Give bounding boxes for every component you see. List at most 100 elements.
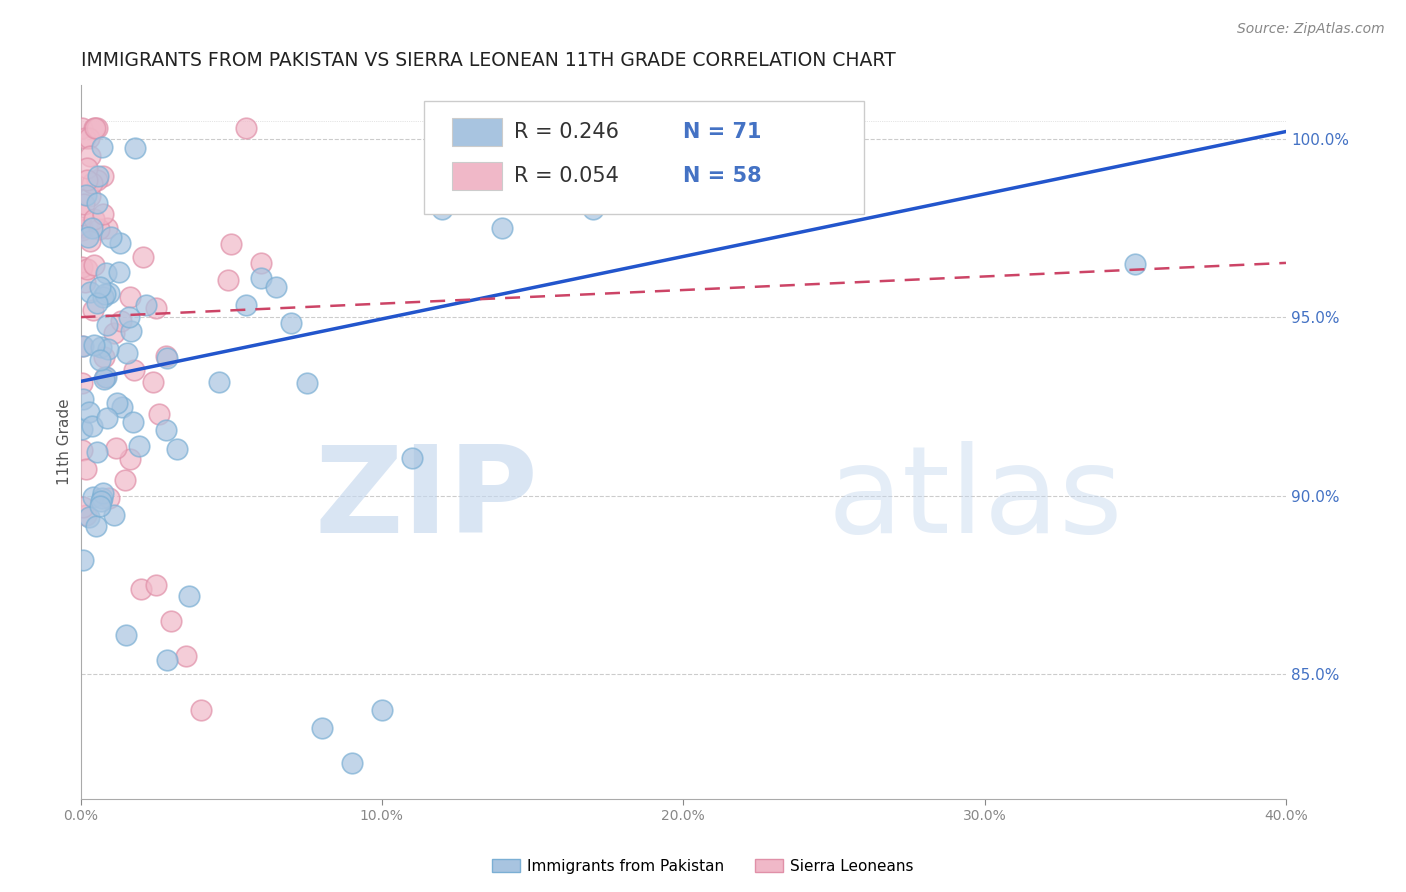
Point xyxy=(280,316,302,330)
Point xyxy=(110,313,132,327)
Point xyxy=(75,187,97,202)
Point xyxy=(89,499,111,513)
Point xyxy=(97,491,120,505)
Point xyxy=(105,396,128,410)
Text: IMMIGRANTS FROM PAKISTAN VS SIERRA LEONEAN 11TH GRADE CORRELATION CHART: IMMIGRANTS FROM PAKISTAN VS SIERRA LEONE… xyxy=(80,51,896,70)
Point xyxy=(94,266,117,280)
Y-axis label: 11th Grade: 11th Grade xyxy=(58,399,72,485)
FancyBboxPatch shape xyxy=(451,162,502,190)
Point xyxy=(114,473,136,487)
Point xyxy=(90,494,112,508)
Point xyxy=(148,407,170,421)
Point xyxy=(76,262,98,277)
Text: Source: ZipAtlas.com: Source: ZipAtlas.com xyxy=(1237,22,1385,37)
Point xyxy=(160,614,183,628)
FancyBboxPatch shape xyxy=(451,118,502,145)
Point xyxy=(73,197,96,211)
Text: R = 0.054: R = 0.054 xyxy=(515,166,620,186)
Point xyxy=(115,346,138,360)
Point xyxy=(1123,257,1146,271)
Point xyxy=(72,338,94,352)
Point xyxy=(401,451,423,466)
Point xyxy=(86,120,108,135)
Point xyxy=(83,120,105,135)
Point xyxy=(83,211,105,226)
Point xyxy=(89,280,111,294)
Point xyxy=(217,273,239,287)
Point xyxy=(83,258,105,272)
Point xyxy=(79,234,101,248)
Point xyxy=(491,221,513,235)
Point xyxy=(70,220,93,235)
Point xyxy=(105,442,128,456)
Point xyxy=(72,500,94,515)
Point xyxy=(103,326,125,340)
Point xyxy=(266,279,288,293)
Point xyxy=(430,202,453,217)
Text: R = 0.246: R = 0.246 xyxy=(515,121,620,142)
Point xyxy=(75,276,97,290)
Point xyxy=(79,285,101,299)
Point xyxy=(108,265,131,279)
Point xyxy=(91,140,114,154)
Point xyxy=(76,173,98,187)
Point xyxy=(86,295,108,310)
Point xyxy=(82,303,104,318)
Point xyxy=(72,222,94,236)
Point xyxy=(98,286,121,301)
Point xyxy=(155,423,177,437)
Point xyxy=(174,649,197,664)
Text: atlas: atlas xyxy=(828,441,1123,558)
Text: N = 58: N = 58 xyxy=(683,166,762,186)
Point xyxy=(371,703,394,717)
Point xyxy=(340,756,363,771)
Point xyxy=(122,416,145,430)
Point xyxy=(94,286,117,301)
Point xyxy=(120,289,142,303)
Point xyxy=(83,120,105,135)
Point xyxy=(91,290,114,304)
Point xyxy=(79,149,101,163)
Point xyxy=(79,189,101,203)
Point xyxy=(76,230,98,244)
Point xyxy=(96,411,118,425)
Point xyxy=(70,260,93,274)
Point xyxy=(94,369,117,384)
Point xyxy=(295,376,318,390)
Point xyxy=(86,173,108,187)
Point xyxy=(156,351,179,365)
Point xyxy=(115,627,138,641)
Point xyxy=(91,485,114,500)
Point xyxy=(77,405,100,419)
Point xyxy=(70,339,93,353)
Point xyxy=(120,451,142,466)
Point xyxy=(83,338,105,352)
Point xyxy=(86,196,108,211)
Point xyxy=(96,318,118,332)
Point xyxy=(131,250,153,264)
Point xyxy=(70,376,93,390)
Point xyxy=(235,298,257,312)
Point xyxy=(82,490,104,504)
Point xyxy=(93,350,115,364)
Point xyxy=(73,131,96,145)
Text: N = 71: N = 71 xyxy=(683,121,762,142)
Point xyxy=(103,508,125,522)
Point xyxy=(250,256,273,270)
Point xyxy=(93,372,115,386)
Point xyxy=(582,202,605,216)
Point xyxy=(91,169,114,183)
Point xyxy=(70,120,93,135)
Text: ZIP: ZIP xyxy=(315,441,538,558)
Legend: Immigrants from Pakistan, Sierra Leoneans: Immigrants from Pakistan, Sierra Leonean… xyxy=(486,853,920,880)
Point xyxy=(97,342,120,356)
Point xyxy=(75,508,97,522)
Point xyxy=(90,340,112,354)
Point xyxy=(118,310,141,325)
Point xyxy=(91,491,114,506)
Point xyxy=(177,589,200,603)
Point xyxy=(87,222,110,236)
Point xyxy=(70,422,93,436)
Point xyxy=(207,375,229,389)
FancyBboxPatch shape xyxy=(425,101,865,213)
